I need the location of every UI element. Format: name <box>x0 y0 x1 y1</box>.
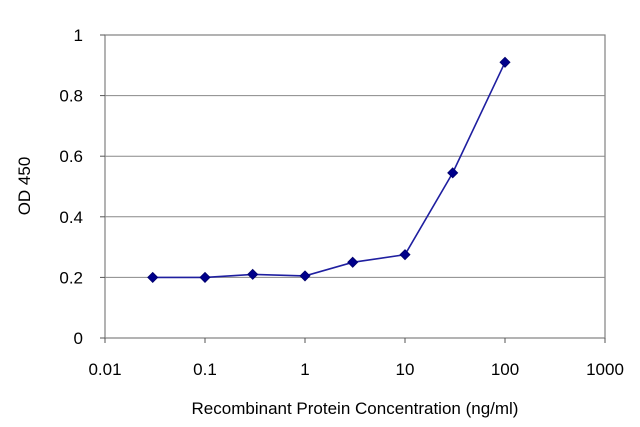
gridlines <box>105 95 605 278</box>
plot-area <box>104 34 606 339</box>
data-point-marker <box>399 249 411 261</box>
x-tick-label: 1000 <box>586 360 624 379</box>
y-tick-label: 0.2 <box>59 268 83 287</box>
y-tick-label: 0 <box>74 329 83 348</box>
x-tick-label: 1 <box>300 360 309 379</box>
data-point-marker <box>347 256 359 268</box>
x-tick-label: 10 <box>396 360 415 379</box>
y-tick-label: 0.6 <box>59 147 83 166</box>
data-point-marker <box>247 268 259 280</box>
y-tick-label: 1 <box>74 26 83 45</box>
x-tick-label: 100 <box>491 360 519 379</box>
data-point-marker <box>499 56 511 68</box>
y-tick-label: 0.8 <box>59 87 83 106</box>
x-tick-label: 0.1 <box>193 360 217 379</box>
data-series <box>147 56 511 283</box>
x-tick-label: 0.01 <box>88 360 121 379</box>
data-point-marker <box>199 271 211 283</box>
x-axis-ticks: 0.01 0.1 1 10 100 1000 <box>88 338 624 379</box>
data-point-marker <box>299 270 311 282</box>
x-axis-title: Recombinant Protein Concentration (ng/ml… <box>192 399 519 418</box>
data-point-marker <box>147 271 159 283</box>
y-axis-title: OD 450 <box>15 157 34 216</box>
series-line <box>152 61 506 279</box>
y-tick-label: 0.4 <box>59 208 83 227</box>
y-axis-ticks: 0 0.2 0.4 0.6 0.8 1 <box>59 26 105 348</box>
data-point-marker <box>447 167 459 179</box>
